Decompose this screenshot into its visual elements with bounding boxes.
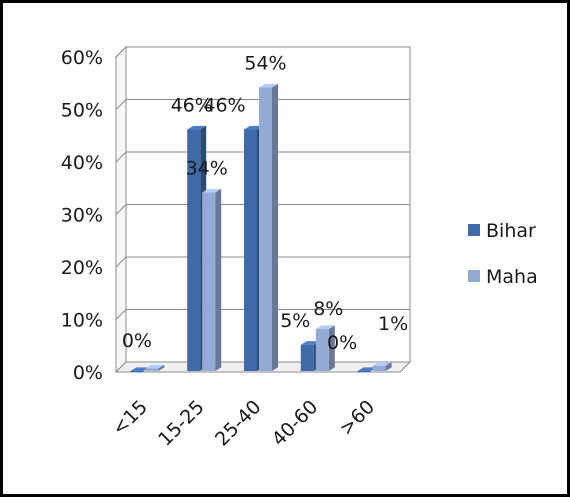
legend-swatch-maha [468, 270, 480, 282]
x-tick-label: >60 [335, 396, 379, 440]
x-tick-label: 25-40 [211, 396, 266, 451]
x-tick-label: <15 [108, 396, 152, 440]
y-tick-label: 0% [73, 362, 103, 384]
bar-bihar [130, 371, 144, 372]
bar-maha [145, 368, 159, 371]
bar-top [187, 125, 207, 130]
data-label: 34% [186, 158, 228, 180]
gridline-side [115, 99, 127, 110]
data-label: 54% [244, 53, 286, 75]
data-label: 5% [280, 310, 310, 332]
bar-bihar [244, 129, 257, 371]
legend-label-maha: Maha [486, 266, 538, 288]
bar-maha [202, 192, 216, 371]
data-label: 46% [203, 95, 245, 117]
y-tick-label: 20% [61, 257, 103, 279]
data-label: 46% [171, 95, 213, 117]
bar-bihar [357, 371, 371, 372]
legend-label-bihar: Bihar [486, 220, 536, 242]
bar-maha [259, 87, 272, 371]
gridline-side [115, 46, 127, 58]
y-tick-label: 10% [61, 310, 103, 332]
y-tick-label: 40% [61, 152, 103, 174]
bar-maha [315, 329, 329, 371]
y-tick-label: 50% [61, 100, 103, 122]
bar-maha [372, 365, 386, 371]
data-label: 0% [122, 330, 152, 352]
data-label: 1% [378, 313, 408, 335]
bar-top [357, 367, 377, 371]
bar-top [315, 325, 335, 329]
bar-bihar [300, 344, 314, 371]
bar-top [259, 83, 278, 88]
bar-top [145, 364, 165, 369]
bar-side [158, 364, 165, 371]
gridline-side [115, 256, 127, 268]
data-label: 8% [313, 298, 343, 320]
x-tick-label: 40-60 [268, 396, 323, 451]
gridline-side [115, 151, 127, 163]
y-tick-label: 30% [61, 205, 103, 227]
gridline-side [115, 309, 127, 320]
gridline-side [115, 204, 127, 215]
legend-swatch-bihar [468, 224, 480, 236]
bar-top [300, 341, 320, 345]
bar-top [244, 125, 263, 130]
x-tick-label: 15-25 [154, 396, 209, 451]
bar-top [202, 188, 222, 193]
bar-top [372, 362, 392, 366]
bar-side [215, 188, 222, 371]
bar-side [328, 325, 335, 371]
bar-bihar [187, 129, 201, 371]
bar-side [385, 362, 392, 371]
data-label: 0% [327, 332, 357, 354]
y-tick-label: 60% [61, 47, 103, 69]
bar-side [272, 83, 278, 372]
bar-top [130, 367, 150, 371]
